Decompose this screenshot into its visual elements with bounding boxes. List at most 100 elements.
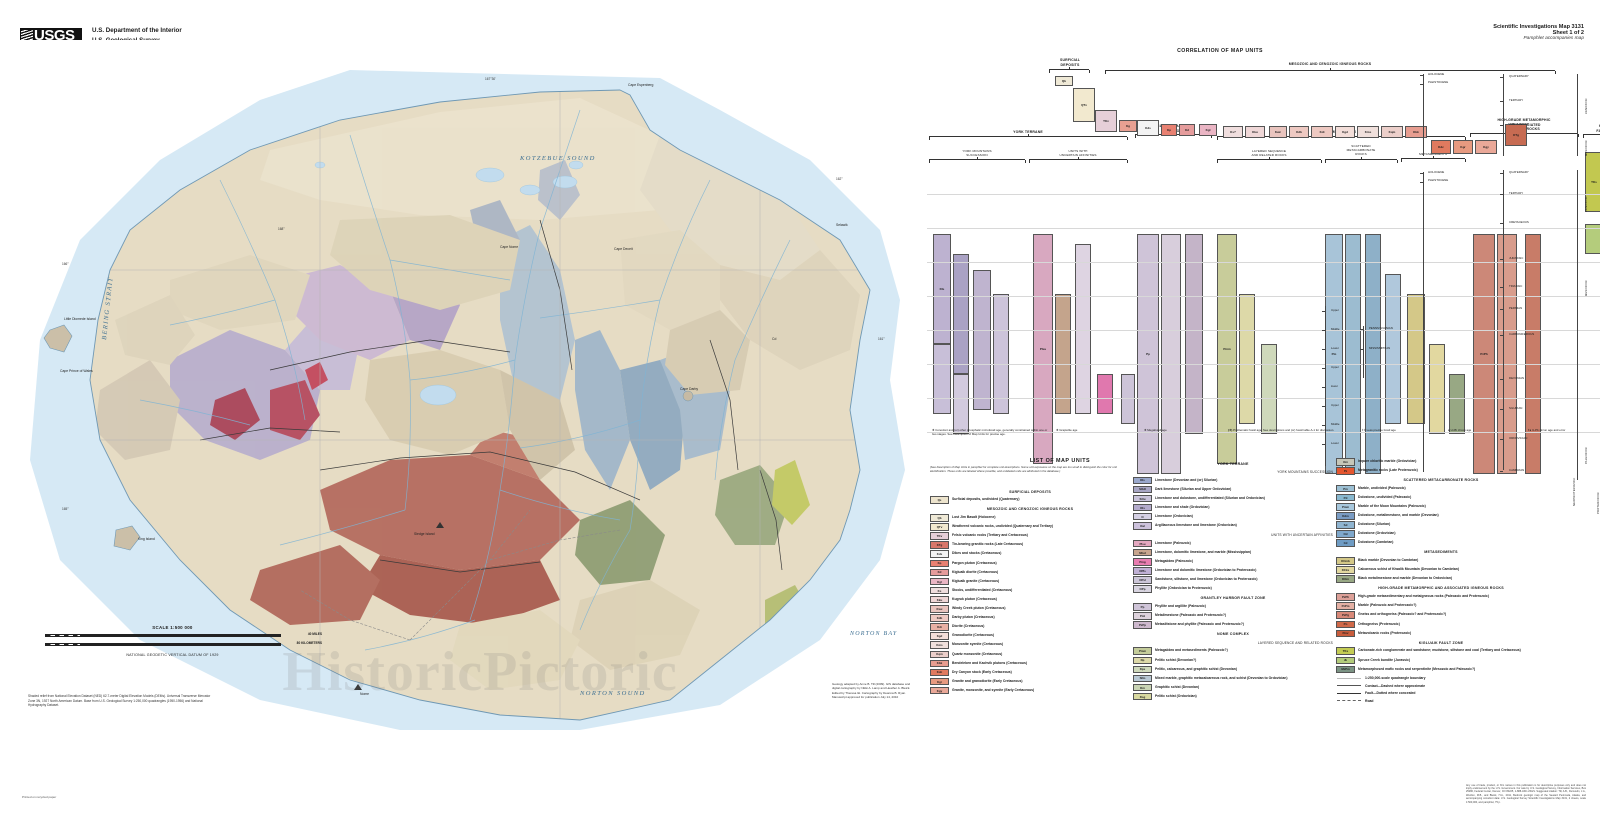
- legend-unit-row[interactable]: Pd Dolostone, undivided (Paleozoic): [1336, 493, 1546, 502]
- legend-column-2: YORK TERRANE YORK MOUNTAINS SUCCESSION Dls…: [1133, 458, 1333, 702]
- legend-unit-row[interactable]: Sd Dolostone (Silurian): [1336, 521, 1546, 529]
- legend-unit-row[interactable]: QTv Weathered volcanic rocks, undivided (…: [930, 523, 1130, 531]
- legend-unit-row[interactable]: KTg Tin-bearing granitic rocks (Late Cret…: [930, 541, 1130, 549]
- timescale-tick: [1500, 223, 1503, 224]
- legend-unit-row[interactable]: PzPm Marble (Paleozoic and Proterozoic?): [1336, 602, 1546, 610]
- legend-unit-row[interactable]: Qs Surficial deposits, undivided (Quatern…: [930, 496, 1130, 504]
- legend-unit-row[interactable]: Kp Pargon pluton (Cretaceous): [930, 559, 1130, 568]
- legend-unit-row[interactable]: SOu Limestone and dolostone, undifferenti…: [1133, 494, 1333, 503]
- legend-unit-row[interactable]: Kds Dikes and stocks (Cretaceous): [930, 550, 1130, 558]
- legend-unit-swatch: Pd: [1336, 493, 1355, 502]
- legend-unit-row[interactable]: Pmm Marble of the Moon Mountains (Paleozo…: [1336, 503, 1546, 511]
- legend-unit-row[interactable]: Kdc Dry Canyon stock (Early Cretaceous): [930, 668, 1130, 677]
- legend-unit-row[interactable]: Ddm Dolostone, metalimestone, and marble …: [1336, 512, 1546, 520]
- terrane-header-bracket-4: [1583, 134, 1600, 139]
- legend-unit-row[interactable]: Pz Metagranitic rocks (Late Proterozoic): [1336, 467, 1546, 475]
- scale-bar: SCALE 1:500 000 40 MILES 80 KILOMETERS N…: [45, 625, 322, 657]
- legend-unit-row[interactable]: O Limestone (Ordovician): [1133, 512, 1333, 521]
- subterrane-header-bracket-3: [1325, 156, 1397, 163]
- legend-unit-row[interactable]: Pp Phyllite and argillite (Paleozoic): [1133, 603, 1333, 611]
- legend-unit-row[interactable]: PzPg Gneiss and orthogneiss (Paleozoic? a…: [1336, 611, 1546, 619]
- footnote-text: Graptolite age: [1059, 428, 1078, 432]
- legend-unit-row[interactable]: Kgr Granite and granodiorite (Early Creta…: [930, 677, 1130, 686]
- legend-unit-row[interactable]: Pmg Metagabbro (Paleozoic): [1133, 558, 1333, 566]
- legend-unit-row[interactable]: OPls Limestone and dolomitic limestone (O…: [1133, 567, 1333, 575]
- legend-unit-label: Phyllite (Ordovician to Proterozoic): [1155, 586, 1212, 591]
- main-geologic-map[interactable]: KOTZEBUE SOUND BERING STRAIT NORTON SOUN…: [20, 40, 920, 730]
- legend-unit-row[interactable]: SOdl Dark limestone (Silurian and Upper O…: [1133, 485, 1333, 494]
- timescale-era-label: NEOPROTEROZOIC: [1573, 477, 1576, 506]
- svg-text:Cape Darby: Cape Darby: [680, 387, 698, 391]
- legend-unit-row[interactable]: Dls Limestone (Devonian and (or) Silurian…: [1133, 476, 1333, 485]
- correlation-column-band: [1055, 294, 1071, 414]
- legend-unit-label: Metagranitic rocks (Late Proterozoic): [1358, 468, 1418, 473]
- legend-unit-row[interactable]: Kbk Bendeleben and Kachvik plutons (Creta…: [930, 659, 1130, 668]
- legend-unit-row[interactable]: Jb Spruce Creek bundite (Jurassic): [1336, 656, 1546, 664]
- legend-unit-row[interactable]: PzPh High-grade metasedimentary and metai…: [1336, 593, 1546, 601]
- line-symbol-row: Contact—Dashed where approximate: [1337, 684, 1587, 688]
- legend-unit-row[interactable]: Dm Graphitic schist (Devonian): [1133, 683, 1333, 692]
- svg-text:King Island: King Island: [138, 537, 155, 541]
- legend-unit-row[interactable]: Pmm Metagabbro and metasediments (Paleozo…: [1133, 647, 1333, 655]
- correlation-column-band: [993, 294, 1009, 414]
- legend-unit-row[interactable]: OPp Phyllite (Ordovician to Proterozoic): [1133, 585, 1333, 593]
- legend-unit-swatch: Kdi: [930, 623, 949, 631]
- legend-unit-swatch: Oal: [1133, 522, 1152, 530]
- legend-unit-row[interactable]: Cd Dolostone (Cambrian): [1336, 539, 1546, 547]
- legend-unit-row[interactable]: Kgy Granite, monzonite, and syenite (Earl…: [930, 686, 1130, 695]
- legend-unit-row[interactable]: Od Dolostone (Ordovician): [1336, 530, 1546, 538]
- legend-unit-row[interactable]: Ols Limestone and shale (Ordovician): [1133, 503, 1333, 512]
- legend-unit-row[interactable]: Kms Monzonite syenite (Cretaceous): [930, 641, 1130, 649]
- legend-unit-row[interactable]: Po Orthogneiss (Proterozoic): [1336, 620, 1546, 629]
- timescale-period-label: QUATERNARY: [1509, 170, 1529, 174]
- legend-unit-row[interactable]: MzPm Metamorphosed mafic rocks and serpen…: [1336, 665, 1546, 674]
- legend-unit-row[interactable]: Kdb Darby pluton (Cretaceous): [930, 614, 1130, 622]
- legend-unit-row[interactable]: Dsg Pelitic schist (Ordovician): [1133, 692, 1333, 701]
- legend-unit-swatch: Qb: [930, 514, 949, 522]
- legend-unit-row[interactable]: Kdi Diorite (Cretaceous): [930, 623, 1130, 631]
- legend-unit-row[interactable]: Pm Marble, undivided (Paleozoic): [1336, 484, 1546, 493]
- legend-unit-row[interactable]: Qb Lost Jim Basalt (Holocene): [930, 514, 1130, 522]
- legend-unit-label: Marble of the Moon Mountains (Paleozoic): [1358, 504, 1426, 509]
- timescale-period-label: QUATERNARY: [1509, 74, 1529, 78]
- legend-unit-swatch: TKv: [930, 532, 949, 540]
- legend-unit-row[interactable]: TKs Carbonate-rich conglomerate and sands…: [1336, 647, 1546, 655]
- line-symbol-legend: 1:250,000-scale quadrangle boundary Conta…: [1337, 676, 1587, 706]
- legend-unit-row[interactable]: Plsu Limestone (Paleozoic): [1133, 539, 1333, 548]
- legend-unit-row[interactable]: Dps Pelitic, calcareous, and graphitic sc…: [1133, 665, 1333, 674]
- legend-unit-row[interactable]: Oal Argillaceous limestone and limestone …: [1133, 522, 1333, 530]
- legend-unit-row[interactable]: SDo Mixed marble, graphitic metacalcareou…: [1133, 674, 1333, 683]
- legend-unit-row[interactable]: Kgd Granodiorite (Cretaceous): [930, 632, 1130, 640]
- correlation-unit-box: Kg: [1119, 120, 1137, 132]
- legend-unit-row[interactable]: PzPp Metasiltstone and phyllite (Paleozoi…: [1133, 621, 1333, 629]
- legend-unit-row[interactable]: Ks Stocks, undifferentiated (Cretaceous): [930, 586, 1130, 595]
- legend-unit-row[interactable]: Om Impure chloritic marble (Ordovician): [1336, 458, 1546, 466]
- legend-unit-row[interactable]: DOm Black metalimestone and marble (Devon…: [1336, 575, 1546, 583]
- svg-text:167°30': 167°30': [485, 77, 496, 81]
- legend-section-subheading: YORK MOUNTAINS SUCCESSION: [1277, 469, 1333, 474]
- legend-unit-label: Dolostone (Ordovician): [1358, 531, 1396, 536]
- footnote-text: Conodont and (or) other phosphatic micro…: [932, 428, 1048, 436]
- legend-unit-row[interactable]: Kqm Quartz monzonite (Cretaceous): [930, 650, 1130, 658]
- timescale-axis-carboniferous: [1363, 326, 1364, 378]
- legend-unit-row[interactable]: TKv Felsic volcanic rocks (Tertiary and C…: [930, 532, 1130, 540]
- legend-unit-row[interactable]: DCmb Black marble (Devonian to Cambrian): [1336, 557, 1546, 565]
- legend-unit-row[interactable]: Mlsd Limestone, dolomitic limestone, and …: [1133, 548, 1333, 557]
- legend-unit-swatch: OPsl: [1133, 576, 1152, 584]
- legend-unit-row[interactable]: Dp Pelitic schist (Devonian?): [1133, 656, 1333, 664]
- timescale-period-label: TRIASSIC: [1509, 284, 1523, 288]
- legend-unit-row[interactable]: DCks Calcareous schist of Kiwalik Mountai…: [1336, 566, 1546, 574]
- legend-unit-row[interactable]: Kd Kigluaik diorite (Cretaceous): [930, 568, 1130, 577]
- legend-unit-row[interactable]: Kgl Kigluaik granite (Cretaceous): [930, 577, 1130, 586]
- legend-unit-row[interactable]: Pml Metalimestone (Paleozoic and Proteroz…: [1133, 612, 1333, 620]
- correlation-column-band: [1365, 234, 1381, 474]
- timescale-period-label: CAMBRIAN: [1509, 468, 1525, 472]
- legend-unit-row[interactable]: OPsl Sandstone, siltstone, and limestone …: [1133, 576, 1333, 584]
- legend-unit-label: Stocks, undifferentiated (Cretaceous): [952, 587, 1013, 592]
- legend-unit-row[interactable]: Kwc Windy Creek pluton (Cretaceous): [930, 605, 1130, 613]
- correlation-column-band: [973, 270, 991, 410]
- legend-unit-row[interactable]: Pmv Metavolcanic rocks (Proterozoic): [1336, 629, 1546, 638]
- legend-unit-label: Limestone (Devonian and (or) Silurian): [1155, 477, 1218, 482]
- svg-text:168°: 168°: [278, 227, 285, 231]
- legend-unit-row[interactable]: Kku Kugruk pluton (Cretaceous): [930, 595, 1130, 604]
